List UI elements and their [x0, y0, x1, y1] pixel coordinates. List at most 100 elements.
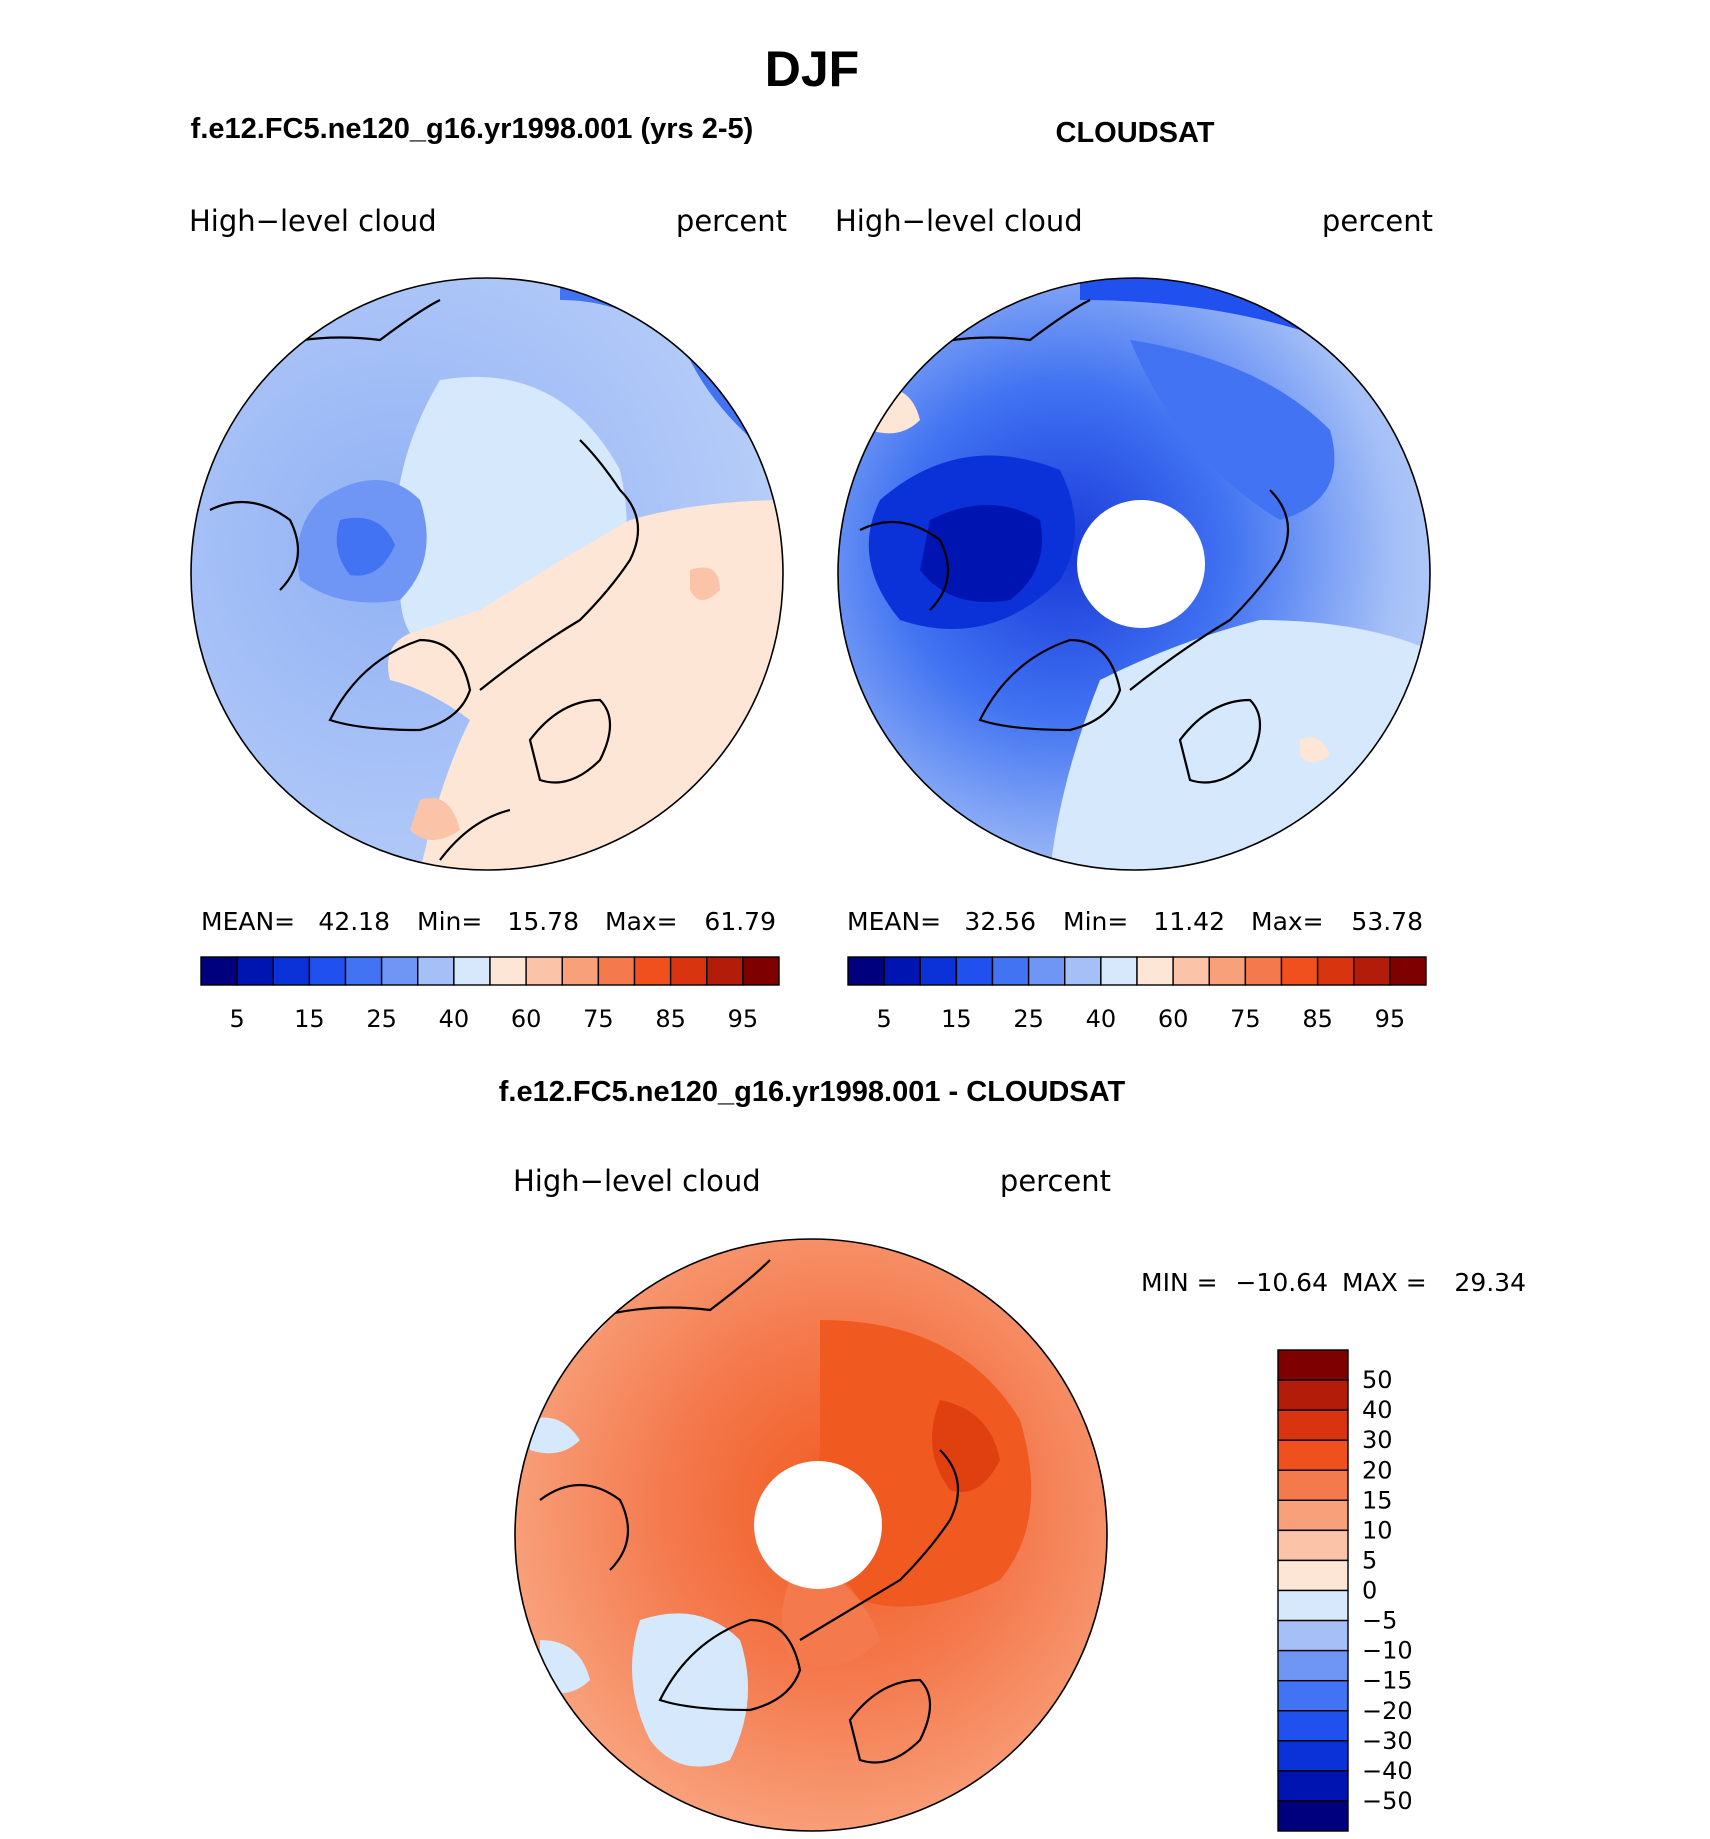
panel-model-mean-label: MEAN= — [201, 907, 295, 936]
panel-diff: f.e12.FC5.ne120_g16.yr1998.001 - CLOUDSA… — [499, 1076, 1526, 1832]
panel-obs-polar-hole — [1077, 500, 1205, 628]
diff-colorbar-tick-label: 5 — [1362, 1546, 1377, 1574]
panel-diff-min: −10.64 — [1235, 1268, 1328, 1297]
obs-colorbar-swatch — [1208, 956, 1247, 986]
model-colorbar-swatch — [236, 956, 274, 986]
obs-colorbar-swatch — [1389, 956, 1427, 986]
panel-diff-min-label: MIN = — [1141, 1268, 1218, 1297]
model-colorbar-tick-label: 25 — [366, 1005, 397, 1033]
model-colorbar-swatch — [633, 956, 672, 986]
model-colorbar-swatch — [706, 956, 744, 986]
model-colorbar-swatch — [525, 956, 563, 986]
model-colorbar-swatch — [597, 956, 636, 986]
obs-colorbar-swatch — [1172, 956, 1210, 986]
panel-obs-mean: 32.56 — [964, 907, 1036, 936]
diff-colorbar-tick-label: −5 — [1362, 1607, 1397, 1635]
panel-diff-max-label: MAX = — [1342, 1268, 1427, 1297]
panel-model-title: f.e12.FC5.ne120_g16.yr1998.001 (yrs 2-5) — [191, 113, 754, 145]
model-colorbar-swatch — [742, 956, 780, 986]
diff-colorbar-swatch — [1277, 1800, 1349, 1832]
obs-colorbar-swatch — [919, 956, 958, 986]
figure-title: DJF — [765, 41, 859, 97]
panel-model-colorbar: 5 15 25 40 60 75 85 95 — [200, 956, 780, 1033]
diff-colorbar-tick-label: 15 — [1362, 1486, 1393, 1514]
diff-colorbar-swatch — [1277, 1770, 1349, 1802]
obs-colorbar-swatch — [1316, 956, 1355, 986]
model-colorbar-swatch — [380, 956, 419, 986]
diff-colorbar-swatch — [1277, 1439, 1349, 1471]
model-colorbar-swatch — [200, 956, 238, 986]
panel-model: f.e12.FC5.ne120_g16.yr1998.001 (yrs 2-5)… — [189, 113, 787, 1033]
model-colorbar-swatch — [272, 956, 311, 986]
obs-colorbar-swatch — [1027, 956, 1066, 986]
obs-colorbar-swatch — [1244, 956, 1283, 986]
panel-obs-mean-label: MEAN= — [847, 907, 941, 936]
panel-model-mean: 42.18 — [318, 907, 390, 936]
diff-colorbar-tick-label: 40 — [1362, 1396, 1393, 1424]
obs-colorbar-tick-label: 95 — [1375, 1005, 1406, 1033]
panel-model-map — [191, 278, 783, 870]
diff-colorbar-tick-label: −15 — [1362, 1667, 1413, 1695]
model-colorbar-swatch — [344, 956, 383, 986]
obs-colorbar-swatch — [955, 956, 994, 986]
panel-model-max: 61.79 — [704, 907, 776, 936]
diff-colorbar-tick-label: 20 — [1362, 1456, 1393, 1484]
panel-model-max-label: Max= — [605, 907, 678, 936]
model-colorbar-tick-label: 85 — [655, 1005, 686, 1033]
obs-colorbar-tick-label: 15 — [941, 1005, 972, 1033]
diff-colorbar-swatch — [1277, 1529, 1349, 1562]
model-colorbar-swatch — [417, 956, 455, 986]
model-colorbar-swatch — [561, 956, 600, 986]
panel-obs-units: percent — [1322, 204, 1433, 238]
obs-colorbar-tick-label: 75 — [1230, 1005, 1261, 1033]
model-colorbar-swatch — [308, 956, 347, 986]
diff-colorbar-tick-label: −40 — [1362, 1757, 1413, 1785]
panel-obs-min-label: Min= — [1063, 907, 1128, 936]
obs-colorbar-swatch — [1353, 956, 1391, 986]
obs-colorbar-swatch — [1064, 956, 1102, 986]
diff-colorbar-swatch — [1277, 1409, 1349, 1441]
model-colorbar-tick-label: 40 — [439, 1005, 470, 1033]
obs-colorbar-swatch — [991, 956, 1030, 986]
diff-colorbar-tick-label: −20 — [1362, 1697, 1413, 1725]
obs-colorbar-tick-label: 60 — [1158, 1005, 1189, 1033]
obs-colorbar-tick-label: 25 — [1013, 1005, 1044, 1033]
panel-obs-title: CLOUDSAT — [1056, 117, 1215, 149]
panel-obs-max-label: Max= — [1251, 907, 1324, 936]
panel-diff-units: percent — [1000, 1164, 1111, 1198]
model-colorbar-tick-label: 75 — [583, 1005, 614, 1033]
panel-obs-max: 53.78 — [1351, 907, 1423, 936]
model-colorbar-tick-label: 60 — [511, 1005, 542, 1033]
obs-colorbar-swatch — [1280, 956, 1319, 986]
obs-colorbar-tick-label: 5 — [876, 1005, 891, 1033]
model-colorbar-tick-label: 5 — [229, 1005, 244, 1033]
panel-diff-max: 29.34 — [1454, 1268, 1526, 1297]
diff-colorbar-swatch — [1277, 1740, 1349, 1772]
panel-obs-min: 11.42 — [1153, 907, 1225, 936]
model-colorbar-swatch — [453, 956, 491, 986]
obs-colorbar-swatch — [1136, 956, 1174, 986]
diff-colorbar-swatch — [1277, 1349, 1349, 1381]
diff-colorbar-tick-label: 30 — [1362, 1426, 1393, 1454]
panel-model-min: 15.78 — [507, 907, 579, 936]
panel-obs-colorbar: 5 15 25 40 60 75 85 95 — [847, 956, 1427, 1033]
obs-colorbar-swatch — [883, 956, 921, 986]
diff-colorbar-swatch — [1277, 1589, 1349, 1622]
diff-colorbar-swatch — [1277, 1710, 1349, 1742]
panel-diff-title: f.e12.FC5.ne120_g16.yr1998.001 - CLOUDSA… — [499, 1076, 1126, 1108]
model-colorbar-swatch — [669, 956, 708, 986]
diff-colorbar-tick-label: 10 — [1362, 1516, 1393, 1544]
model-colorbar-tick-label: 95 — [728, 1005, 759, 1033]
panel-model-units: percent — [676, 204, 787, 238]
panel-model-min-label: Min= — [417, 907, 482, 936]
panel-diff-polar-hole — [754, 1461, 882, 1589]
panel-model-variable: High−level cloud — [189, 204, 437, 238]
diff-colorbar-swatch — [1277, 1619, 1349, 1652]
obs-colorbar-swatch — [847, 956, 885, 986]
diff-colorbar-tick-label: −30 — [1362, 1727, 1413, 1755]
diff-colorbar-tick-label: −10 — [1362, 1637, 1413, 1665]
obs-colorbar-swatch — [1100, 956, 1138, 986]
diff-colorbar-swatch — [1277, 1679, 1349, 1712]
obs-colorbar-tick-label: 40 — [1086, 1005, 1117, 1033]
